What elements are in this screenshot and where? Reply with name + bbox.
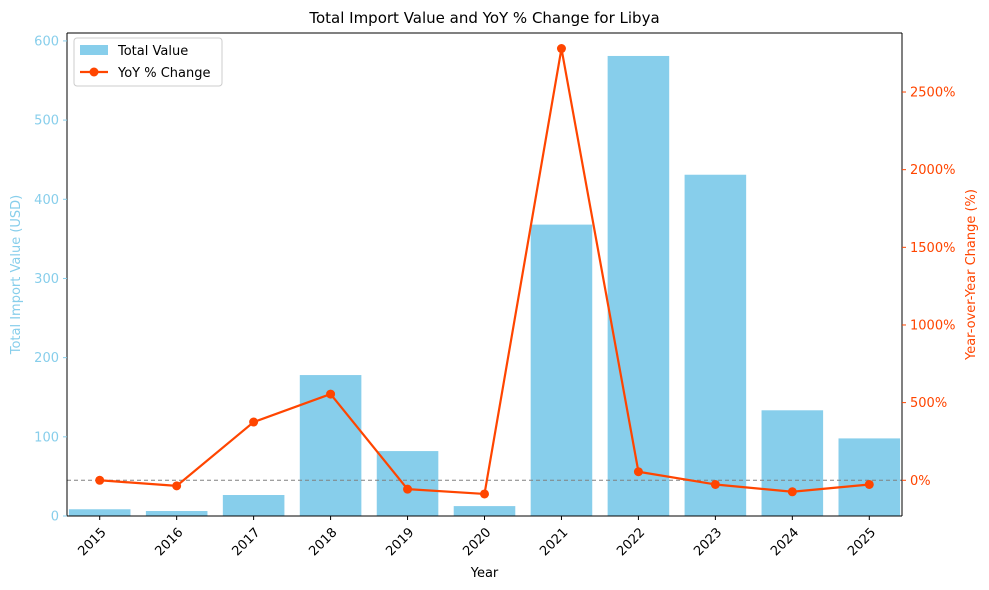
left-tick-label: 400 (34, 193, 59, 208)
right-tick-label: 500% (910, 396, 947, 411)
right-tick-label: 1500% (910, 241, 955, 256)
yoy-point-2020 (480, 489, 489, 499)
legend-label-total-value: Total Value (117, 44, 188, 59)
left-tick-label: 0 (51, 510, 59, 525)
bar-2022 (607, 55, 670, 517)
yoy-point-2019 (403, 484, 413, 494)
x-tick-label: 2015 (76, 525, 110, 559)
yoy-point-2015 (95, 475, 105, 485)
yoy-point-2023 (710, 479, 720, 489)
bar-2020 (453, 506, 516, 516)
x-tick-label: 2023 (691, 525, 725, 559)
bar-2016 (145, 511, 208, 516)
yoy-point-2017 (249, 417, 259, 427)
legend-label-yoy: YoY % Change (117, 66, 211, 81)
right-tick-label: 1000% (910, 318, 955, 333)
legend-swatch-yoy-marker (89, 67, 99, 77)
x-tick-label: 2022 (614, 525, 648, 559)
right-tick-label: 0% (910, 474, 931, 489)
left-tick-label: 200 (34, 351, 59, 366)
bar-2017 (222, 495, 285, 516)
yoy-point-2016 (172, 481, 182, 491)
x-tick-label: 2018 (306, 525, 340, 559)
bar-2021 (530, 224, 593, 516)
x-tick-label: 2019 (383, 525, 417, 559)
left-tick-label: 500 (34, 114, 59, 129)
bar-2024 (761, 410, 824, 516)
yoy-point-2018 (326, 389, 336, 399)
right-tick-label: 2000% (910, 163, 955, 178)
left-axis-title: Total Import Value (USD) (9, 195, 24, 356)
left-tick-label: 100 (34, 430, 59, 445)
right-tick-label: 2500% (910, 86, 955, 101)
yoy-point-2025 (864, 479, 874, 489)
bar-2015 (68, 509, 131, 516)
legend-swatch-total-value (80, 45, 108, 55)
bar-2023 (684, 174, 747, 516)
x-tick-label: 2020 (460, 525, 494, 559)
x-tick-label: 2024 (768, 525, 802, 559)
chart-title: Total Import Value and YoY % Change for … (308, 9, 659, 27)
left-tick-label: 600 (34, 34, 59, 49)
x-tick-label: 2021 (537, 525, 571, 559)
x-tick-label: 2017 (229, 525, 263, 559)
right-axis-title: Year-over-Year Change (%) (964, 189, 979, 361)
yoy-point-2024 (787, 487, 797, 497)
x-tick-label: 2025 (845, 525, 879, 559)
bar-2019 (376, 451, 439, 516)
yoy-point-2022 (633, 467, 643, 477)
bar-2025 (838, 438, 901, 516)
legend-box (73, 37, 223, 87)
x-tick-label: 2016 (152, 525, 186, 559)
left-tick-label: 300 (34, 272, 59, 287)
x-axis-title: Year (470, 566, 499, 581)
yoy-line (99, 47, 870, 496)
yoy-point-2021 (556, 44, 566, 54)
